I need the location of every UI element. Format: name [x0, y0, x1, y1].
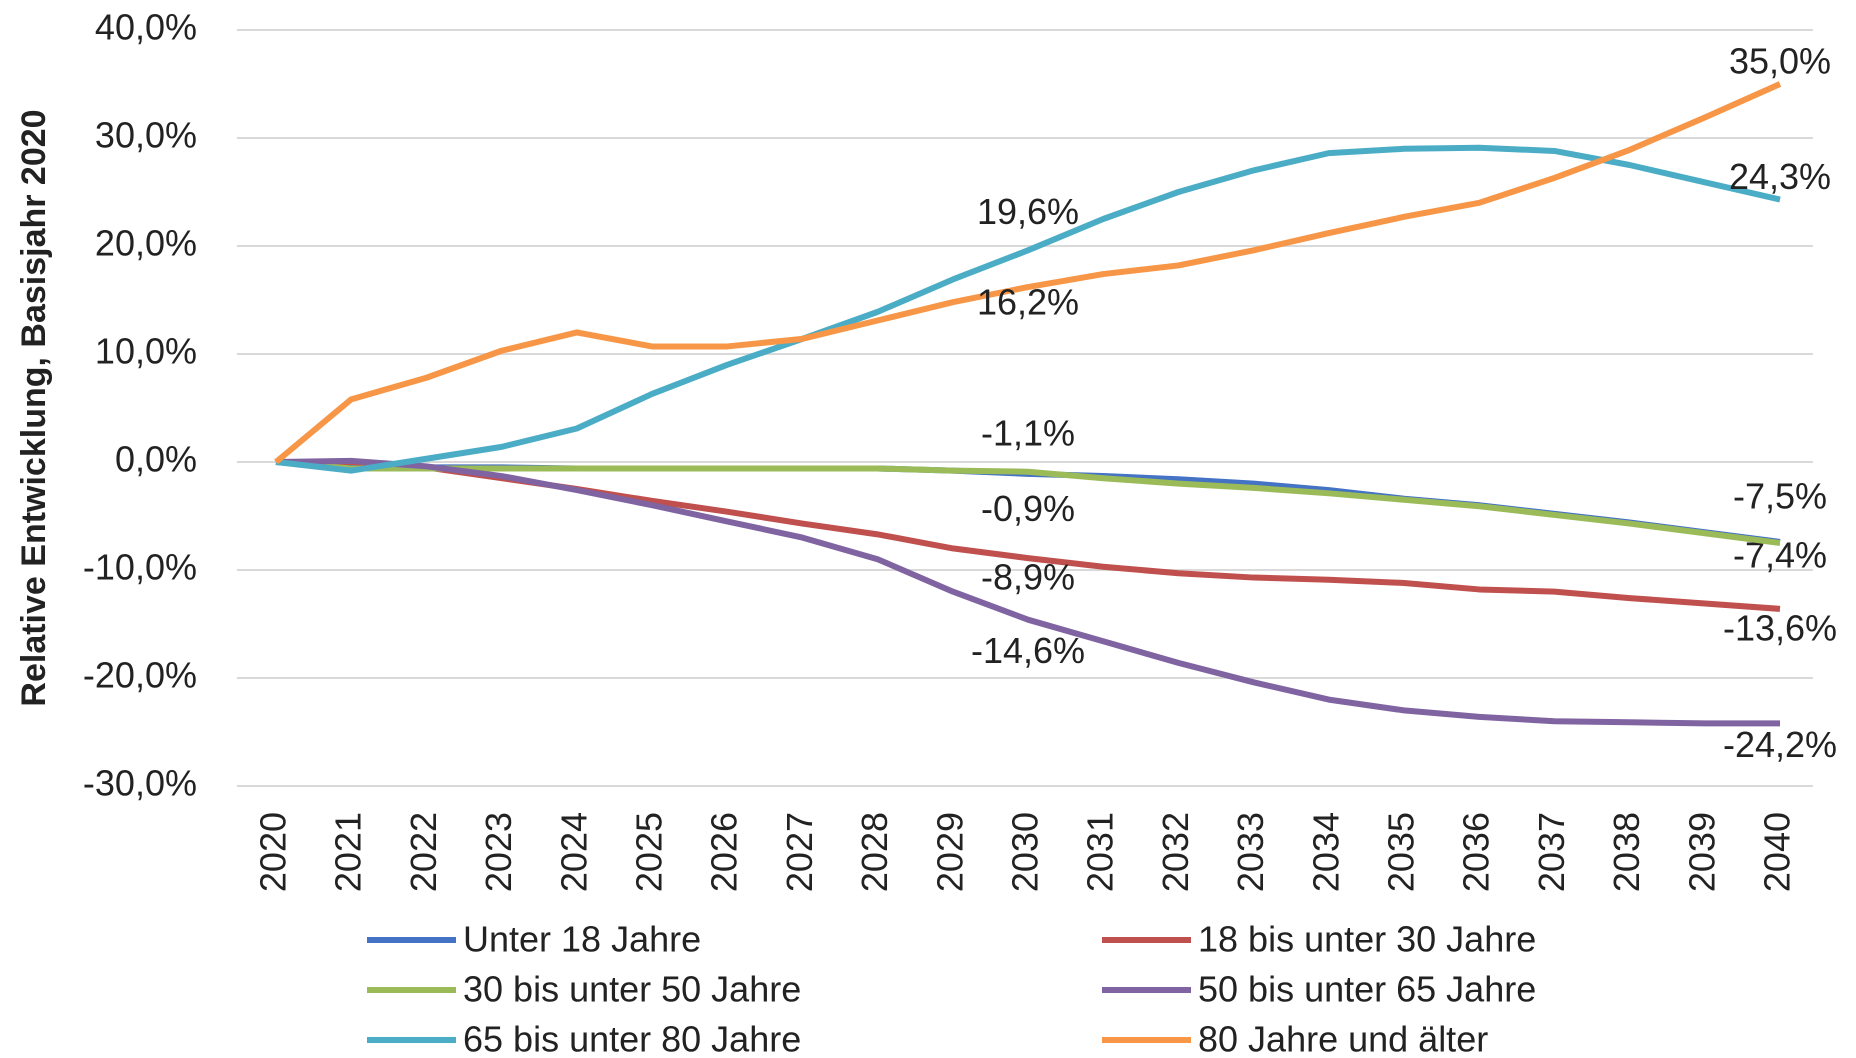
legend-label: 18 bis unter 30 Jahre: [1198, 919, 1536, 960]
legend-label: 65 bis unter 80 Jahre: [463, 1019, 801, 1058]
data-label: -8,9%: [981, 557, 1075, 598]
x-tick-label: 2024: [553, 812, 594, 892]
y-tick-label: 40,0%: [95, 7, 197, 48]
x-tick-label: 2021: [328, 812, 369, 892]
y-tick-label: 10,0%: [95, 331, 197, 372]
legend-label: 80 Jahre und älter: [1198, 1019, 1488, 1058]
series-line: [275, 144, 1781, 474]
x-tick-label: 2026: [704, 812, 745, 892]
y-tick-label: 0,0%: [115, 439, 197, 480]
y-axis-label: Relative Entwicklung, Basisjahr 2020: [15, 109, 53, 706]
data-label: -24,2%: [1723, 724, 1837, 765]
y-tick-label: 20,0%: [95, 223, 197, 264]
x-tick-label: 2032: [1155, 812, 1196, 892]
x-tick-label: 2030: [1005, 812, 1046, 892]
legend-label: 30 bis unter 50 Jahre: [463, 969, 801, 1010]
x-tick-label: 2020: [253, 812, 294, 892]
data-label: -0,9%: [981, 488, 1075, 529]
series-line: [275, 457, 1780, 727]
data-label: 19,6%: [977, 191, 1079, 232]
y-tick-label: -20,0%: [83, 655, 197, 696]
x-tick-label: 2031: [1080, 812, 1121, 892]
x-tick-label: 2035: [1381, 812, 1422, 892]
y-tick-label: -10,0%: [83, 547, 197, 588]
x-tick-label: 2033: [1230, 812, 1271, 892]
series-line: [274, 81, 1782, 465]
x-tick-label: 2039: [1681, 812, 1722, 892]
legend-label: 50 bis unter 65 Jahre: [1198, 969, 1536, 1010]
series-line: [275, 459, 1781, 546]
data-label: 35,0%: [1729, 41, 1831, 82]
x-tick-label: 2036: [1456, 812, 1497, 892]
x-tick-label: 2022: [403, 812, 444, 892]
x-tick-label: 2038: [1606, 812, 1647, 892]
data-label: -1,1%: [981, 412, 1075, 453]
x-tick-label: 2028: [854, 812, 895, 892]
y-tick-label: 30,0%: [95, 115, 197, 156]
x-tick-label: 2034: [1305, 812, 1346, 892]
x-tick-label: 2040: [1757, 812, 1798, 892]
legend-label: Unter 18 Jahre: [463, 919, 701, 960]
data-label: -7,5%: [1733, 476, 1827, 517]
x-tick-label: 2027: [779, 812, 820, 892]
data-label: -13,6%: [1723, 607, 1837, 648]
x-tick-label: 2023: [478, 812, 519, 892]
x-tick-label: 2025: [629, 812, 670, 892]
x-tick-label: 2037: [1531, 812, 1572, 892]
y-tick-label: -30,0%: [83, 763, 197, 804]
x-tick-label: 2029: [929, 812, 970, 892]
data-label: -14,6%: [971, 630, 1085, 671]
data-label: 16,2%: [977, 282, 1079, 323]
data-label: 24,3%: [1729, 156, 1831, 197]
